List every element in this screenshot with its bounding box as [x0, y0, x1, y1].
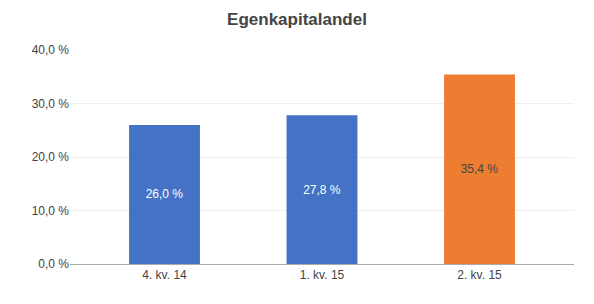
svg-text:40,0 %: 40,0 % — [32, 43, 70, 57]
svg-text:20,0 %: 20,0 % — [32, 150, 70, 164]
svg-text:Egenkapitalandel: Egenkapitalandel — [227, 10, 367, 29]
svg-text:35,4 %: 35,4 % — [461, 162, 499, 176]
svg-text:10,0 %: 10,0 % — [32, 204, 70, 218]
svg-text:4. kv. 14: 4. kv. 14 — [142, 268, 187, 282]
svg-text:26,0 %: 26,0 % — [146, 187, 184, 201]
svg-text:27,8 %: 27,8 % — [303, 183, 341, 197]
svg-text:2. kv. 15: 2. kv. 15 — [457, 268, 502, 282]
svg-text:0,0 %: 0,0 % — [38, 257, 69, 271]
svg-text:30,0 %: 30,0 % — [32, 97, 70, 111]
svg-text:1. kv. 15: 1. kv. 15 — [300, 268, 345, 282]
